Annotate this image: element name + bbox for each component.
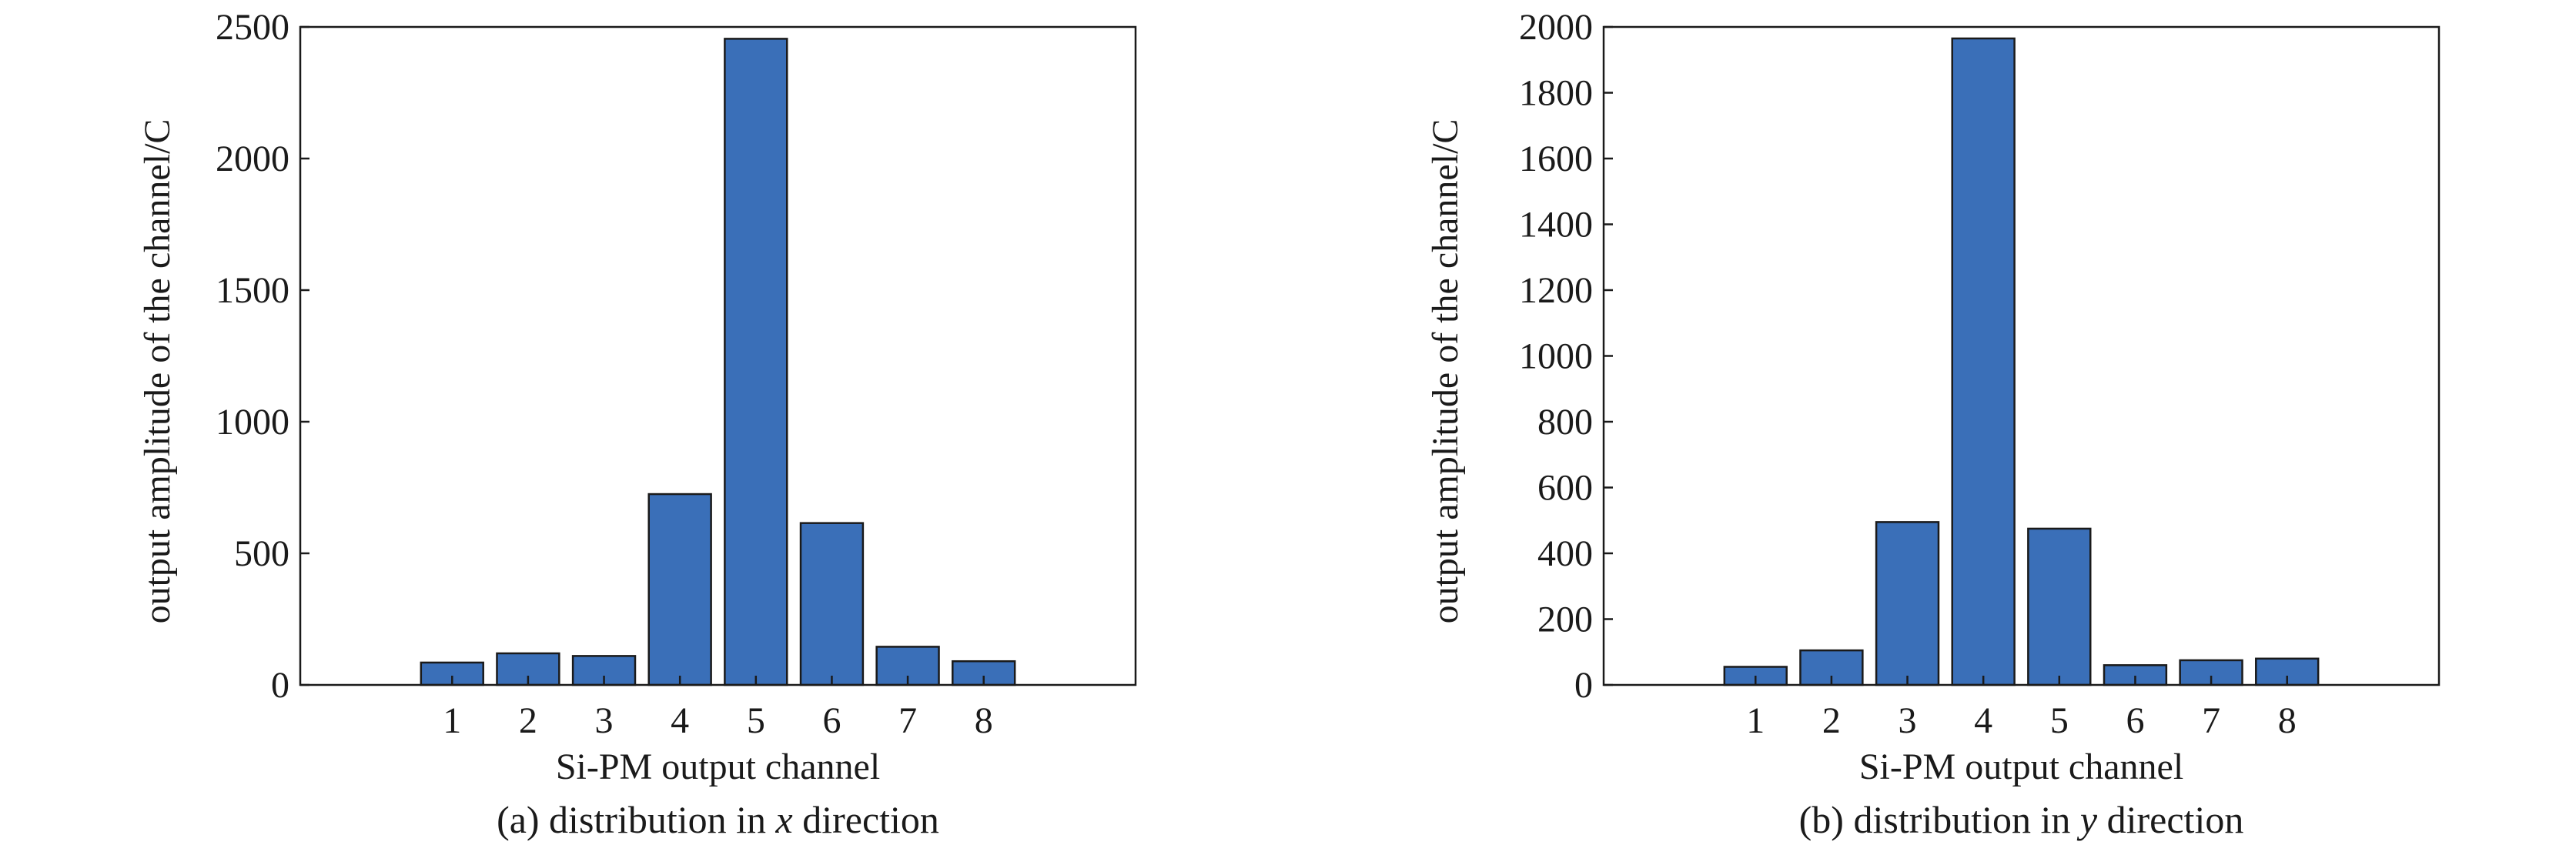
chart-a-xtick-label: 6 [822, 700, 841, 741]
chart-b-bar-5 [2027, 527, 2092, 686]
chart-a-caption: (a) distribution in x direction [497, 798, 939, 841]
chart-b-bar-4 [1951, 37, 2016, 686]
chart-a-xtick-label: 8 [975, 700, 993, 741]
chart-b-x-axis-label: Si-PM output channel [1859, 746, 2183, 787]
chart-b-ytick-label: 1000 [1519, 336, 1593, 377]
chart-b-ytick-label: 200 [1537, 600, 1593, 640]
chart-a-bar-5 [724, 38, 788, 686]
chart-a-ytick-label: 0 [271, 665, 289, 706]
chart-a-ytick-label: 500 [234, 533, 289, 574]
chart-a-xtick-label: 7 [898, 700, 917, 741]
chart-b-ytick-label: 600 [1537, 468, 1593, 509]
chart-b-xtick-label: 3 [1899, 700, 1917, 741]
chart-b-xtick-label: 1 [1746, 700, 1765, 741]
chart-b-ytick-label: 1400 [1519, 205, 1593, 245]
chart-b-ytick-label: 0 [1574, 665, 1593, 706]
chart-b-plot-frame [1602, 25, 2441, 686]
bar-chart-y-direction: 0 200 400 600 800 1000 1200 1400 1600 1800 2000 1 2 3… [1425, 7, 2441, 841]
chart-b-xtick-label: 7 [2202, 700, 2220, 741]
chart-a-ytick-label: 1000 [216, 402, 289, 443]
chart-b-ytick-label: 1600 [1519, 139, 1593, 179]
chart-b-ytick-label: 400 [1537, 533, 1593, 574]
chart-a-xtick-label: 2 [519, 700, 537, 741]
chart-b-ytick-label: 2000 [1519, 7, 1593, 48]
chart-b-caption: (b) distribution in y direction [1799, 798, 2244, 841]
chart-a-xtick-label: 4 [671, 700, 689, 741]
chart-b-xtick-label: 5 [2050, 700, 2069, 741]
chart-a-xtick-label: 5 [747, 700, 765, 741]
chart-a-y-axis-label: output amplitude of the channel/C [137, 119, 178, 624]
chart-a-x-axis-label: Si-PM output channel [556, 746, 880, 787]
chart-b-xtick-label: 8 [2278, 700, 2297, 741]
chart-b-xtick-label: 6 [2126, 700, 2144, 741]
chart-panel-b: 0 200 400 600 800 1000 1200 1400 1600 1800 2000 1 2 3… [1288, 0, 2576, 851]
chart-b-ytick-label: 1800 [1519, 73, 1593, 114]
chart-a-ytick-label: 1500 [216, 270, 289, 311]
chart-a-xtick-label: 3 [595, 700, 614, 741]
chart-b-ytick-label: 1200 [1519, 270, 1593, 311]
chart-a-ytick-label: 2500 [216, 7, 289, 48]
chart-a-ytick-label: 2000 [216, 139, 289, 179]
chart-panel-a: 0 500 1000 1500 2000 2500 1 2 3 4 5 6 7 8 Si-PM output… [0, 0, 1288, 851]
chart-b-ytick-label: 800 [1537, 402, 1593, 443]
chart-a-bar-6 [799, 522, 865, 686]
chart-b-bar-3 [1875, 521, 1940, 686]
chart-b-y-axis-label: output amplitude of the channel/C [1425, 119, 1466, 624]
chart-a-xtick-label: 1 [443, 700, 461, 741]
bar-chart-x-direction: 0 500 1000 1500 2000 2500 1 2 3 4 5 6 7 8 Si-PM output… [137, 7, 1137, 841]
chart-a-bar-4 [647, 493, 712, 686]
chart-b-xtick-label: 4 [1974, 700, 1992, 741]
chart-b-xtick-label: 2 [1822, 700, 1841, 741]
chart-a-plot-frame [299, 25, 1137, 686]
